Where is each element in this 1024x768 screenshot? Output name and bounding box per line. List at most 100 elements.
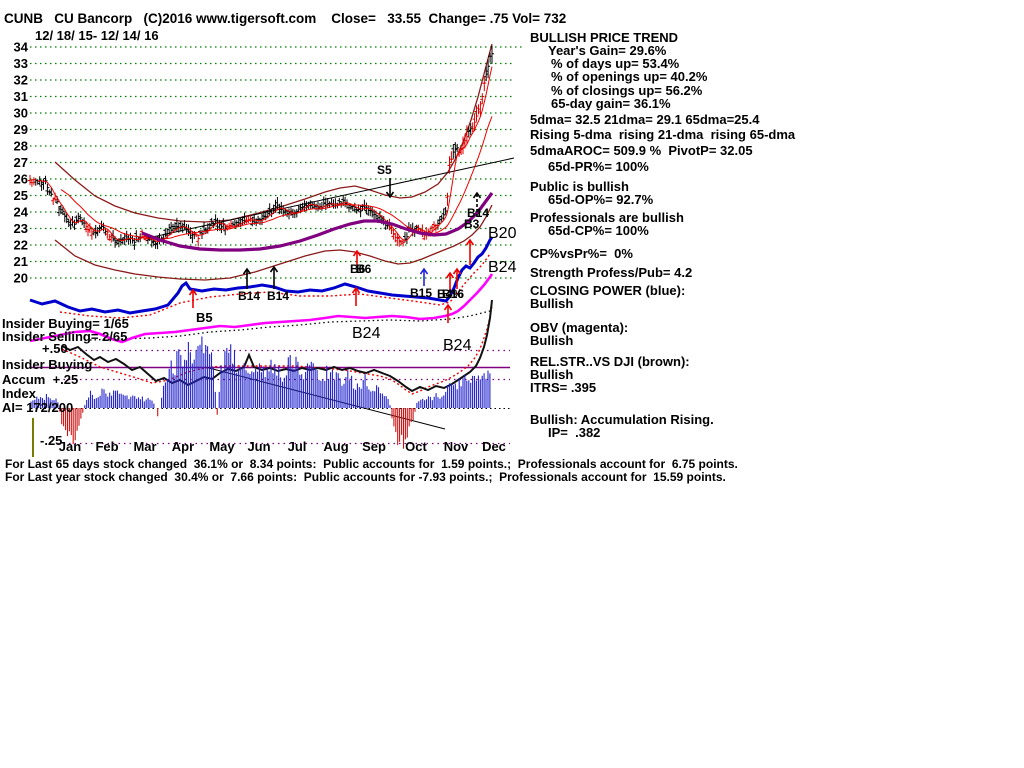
stat-line: 5dma= 32.5 21dma= 29.1 65dma=25.4 xyxy=(530,112,760,127)
stat-line: CP%vsPr%= 0% xyxy=(530,246,633,261)
price-tick-label: 22 xyxy=(14,238,28,253)
stat-line: 65d-OP%= 92.7% xyxy=(548,192,654,207)
up-arrow-icon xyxy=(242,267,252,289)
chart-line xyxy=(60,116,493,240)
price-tick-label: 27 xyxy=(14,155,28,170)
stat-line: % of closings up= 56.2% xyxy=(551,83,703,98)
date-range: 12/ 18/ 15- 12/ 14/ 16 xyxy=(35,28,159,43)
chart-annotation: S5 xyxy=(377,163,392,177)
stat-line: Bullish xyxy=(530,367,574,382)
up-arrow-icon xyxy=(465,238,475,265)
price-tick-label: 31 xyxy=(14,89,28,104)
price-tick-label: 33 xyxy=(14,56,28,71)
accum-bars-negative xyxy=(59,408,416,449)
up-arrow-icon xyxy=(188,288,198,308)
up-arrow-icon xyxy=(419,267,429,286)
stat-line: 65-day gain= 36.1% xyxy=(551,96,671,111)
indicator-label: Index xyxy=(2,386,36,401)
up-arrow-icon xyxy=(452,267,462,289)
candles-red xyxy=(28,76,487,247)
price-tick-label: 28 xyxy=(14,139,28,154)
chart-annotation: B5 xyxy=(196,310,213,325)
month-label: Mar xyxy=(133,439,156,454)
month-label: May xyxy=(209,439,235,454)
indicator-label: Insider Selling= 2/65 xyxy=(2,329,128,344)
stat-line: REL.STR..VS DJI (brown): xyxy=(530,354,690,369)
up-arrow-icon xyxy=(443,303,453,323)
indicator-label: AI= 172/200 xyxy=(2,400,74,415)
stat-line: IP= .382 xyxy=(548,425,601,440)
stat-line: ITRS= .395 xyxy=(530,380,597,395)
price-tick-label: 32 xyxy=(14,73,28,88)
chart-line xyxy=(141,192,494,252)
stat-line: CLOSING POWER (blue): xyxy=(530,283,686,298)
price-tick-label: 25 xyxy=(14,188,28,203)
chart-line xyxy=(54,204,493,281)
up-arrow-icon xyxy=(351,286,361,306)
indicator-label: Insider Buying= 1/65 xyxy=(2,316,129,331)
chart-annotation: B14 xyxy=(238,289,260,303)
accum-bars-positive xyxy=(30,336,491,408)
price-tick-label: 30 xyxy=(14,106,28,121)
chart-annotation: B24 xyxy=(443,337,472,354)
stat-line: BULLISH PRICE TREND xyxy=(530,30,679,45)
stat-line: % of openings up= 40.2% xyxy=(551,69,708,84)
month-label: Jun xyxy=(247,439,270,454)
stat-line: Bullish xyxy=(530,296,574,311)
chart-line xyxy=(147,157,515,239)
up-arrow-icon xyxy=(269,265,279,289)
month-label: Sep xyxy=(362,439,386,454)
month-label: Nov xyxy=(444,439,469,454)
price-tick-label: 21 xyxy=(14,254,28,269)
price-tick-label: 24 xyxy=(14,205,29,220)
price-tick-label: 23 xyxy=(14,221,28,236)
chart-line xyxy=(29,236,494,315)
ticker-header: CUNB CU Bancorp (C)2016 www.tigersoft.co… xyxy=(4,11,567,26)
month-label: Oct xyxy=(405,439,427,454)
stat-line: OBV (magenta): xyxy=(530,320,629,335)
month-label: Jan xyxy=(59,439,81,454)
stat-line: Rising 5-dma rising 21-dma rising 65-dma xyxy=(530,127,796,142)
chart-annotation: B24 xyxy=(488,259,517,276)
stat-line: 5dmaAROC= 509.9 % PivotP= 32.05 xyxy=(530,143,753,158)
chart-line xyxy=(59,253,491,319)
price-tick-label: 29 xyxy=(14,122,28,137)
chart-annotation: B4% xyxy=(437,287,463,301)
chart-annotation: B3 xyxy=(464,217,480,231)
stat-line: 65d-CP%= 100% xyxy=(548,223,649,238)
chart-line xyxy=(29,273,494,344)
month-label: Jul xyxy=(288,439,307,454)
up-arrow-icon xyxy=(352,249,362,266)
summary-line-65-days: For Last 65 days stock changed 36.1% or … xyxy=(5,457,738,471)
up-arrow-icon xyxy=(472,191,482,217)
month-label: Dec xyxy=(482,439,506,454)
price-tick-label: 34 xyxy=(14,40,29,55)
month-label: Apr xyxy=(172,439,194,454)
price-tick-label: 26 xyxy=(14,172,28,187)
stat-line: Professionals are bullish xyxy=(530,210,684,225)
down-arrow-icon xyxy=(385,178,395,199)
indicator-label: -.25 xyxy=(40,433,63,448)
summary-line-year: For Last year stock changed 30.4% or 7.6… xyxy=(5,470,726,484)
stat-line: Public is bullish xyxy=(530,179,629,194)
price-tick-label: 20 xyxy=(14,271,28,286)
indicator-label: +.50 xyxy=(42,341,68,356)
stat-line: Strength Profess/Pub= 4.2 xyxy=(530,265,693,280)
indicator-label: Insider Buying xyxy=(2,357,93,372)
chart-annotation: B24 xyxy=(352,325,381,342)
stat-line: 65d-PR%= 100% xyxy=(548,159,649,174)
month-label: Feb xyxy=(95,439,118,454)
stat-line: Bullish xyxy=(530,333,574,348)
chart-annotation: B6 xyxy=(350,262,366,276)
stat-line: Year's Gain= 29.6% xyxy=(548,43,667,58)
indicator-label: Accum +.25 xyxy=(2,372,79,387)
stat-line: % of days up= 53.4% xyxy=(551,56,680,71)
chart-annotation: B20 xyxy=(488,225,517,242)
month-label: Aug xyxy=(323,439,348,454)
chart-annotation: B16 xyxy=(442,287,464,301)
chart-line xyxy=(37,66,493,242)
up-arrow-icon xyxy=(445,271,455,291)
chart-annotation: B14 xyxy=(467,206,489,220)
